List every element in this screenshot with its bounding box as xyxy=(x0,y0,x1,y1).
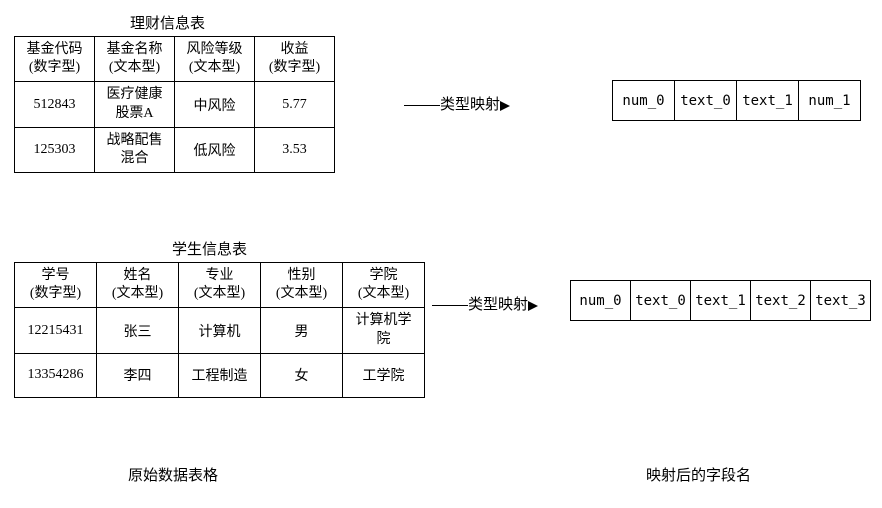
col-header: 性别(文本型) xyxy=(261,263,343,308)
arrow-text: 类型映射 xyxy=(468,297,528,313)
mapped-table-1: num_0 text_0 text_1 num_1 xyxy=(612,80,861,121)
mapped-cell: text_1 xyxy=(737,81,799,121)
table-row: 512843 医疗健康股票A 中风险 5.77 xyxy=(15,82,335,127)
table-row: num_0 text_0 text_1 num_1 xyxy=(613,81,861,121)
col-header: 专业(文本型) xyxy=(179,263,261,308)
cell: 李四 xyxy=(97,353,179,397)
cell: 125303 xyxy=(15,127,95,172)
mapped-cell: num_0 xyxy=(613,81,675,121)
col-header: 姓名(文本型) xyxy=(97,263,179,308)
cell: 3.53 xyxy=(255,127,335,172)
table2-title: 学生信息表 xyxy=(172,238,247,259)
cell: 13354286 xyxy=(15,353,97,397)
arrow-label-1: 类型映射 xyxy=(404,93,510,114)
table-row: 12215431 张三 计算机 男 计算机学院 xyxy=(15,308,425,353)
table-header-row: 学号(数字型) 姓名(文本型) 专业(文本型) 性别(文本型) 学院(文本型) xyxy=(15,263,425,308)
arrow-line-icon xyxy=(404,105,440,107)
mapped-cell: num_1 xyxy=(799,81,861,121)
mapped-cell: text_0 xyxy=(675,81,737,121)
arrow-head-icon xyxy=(528,301,538,311)
col-header: 基金名称(文本型) xyxy=(95,37,175,82)
cell: 计算机 xyxy=(179,308,261,353)
mapped-cell: text_2 xyxy=(751,281,811,321)
cell: 低风险 xyxy=(175,127,255,172)
student-table: 学号(数字型) 姓名(文本型) 专业(文本型) 性别(文本型) 学院(文本型) … xyxy=(14,262,425,398)
table-row: 13354286 李四 工程制造 女 工学院 xyxy=(15,353,425,397)
cell: 张三 xyxy=(97,308,179,353)
cell: 12215431 xyxy=(15,308,97,353)
cell: 5.77 xyxy=(255,82,335,127)
mapped-cell: text_0 xyxy=(631,281,691,321)
col-header: 收益(数字型) xyxy=(255,37,335,82)
col-header: 基金代码(数字型) xyxy=(15,37,95,82)
cell: 战略配售混合 xyxy=(95,127,175,172)
finance-table: 基金代码(数字型) 基金名称(文本型) 风险等级(文本型) 收益(数字型) 51… xyxy=(14,36,335,173)
cell: 女 xyxy=(261,353,343,397)
mapped-cell: text_3 xyxy=(811,281,871,321)
col-header: 学号(数字型) xyxy=(15,263,97,308)
cell: 医疗健康股票A xyxy=(95,82,175,127)
table1-title: 理财信息表 xyxy=(130,12,205,33)
col-header: 风险等级(文本型) xyxy=(175,37,255,82)
mapped-cell: text_1 xyxy=(691,281,751,321)
table-header-row: 基金代码(数字型) 基金名称(文本型) 风险等级(文本型) 收益(数字型) xyxy=(15,37,335,82)
cell: 512843 xyxy=(15,82,95,127)
arrow-text: 类型映射 xyxy=(440,97,500,113)
cell: 中风险 xyxy=(175,82,255,127)
table-row: num_0 text_0 text_1 text_2 text_3 xyxy=(571,281,871,321)
arrow-head-icon xyxy=(500,101,510,111)
mapped-cell: num_0 xyxy=(571,281,631,321)
cell: 男 xyxy=(261,308,343,353)
cell: 工程制造 xyxy=(179,353,261,397)
mapped-table-2: num_0 text_0 text_1 text_2 text_3 xyxy=(570,280,871,321)
arrow-label-2: 类型映射 xyxy=(432,293,538,314)
arrow-line-icon xyxy=(432,305,468,307)
table2-title-text: 学生信息表 xyxy=(172,242,247,258)
table-row: 125303 战略配售混合 低风险 3.53 xyxy=(15,127,335,172)
bottom-label-left: 原始数据表格 xyxy=(128,464,218,485)
table1-title-text: 理财信息表 xyxy=(130,16,205,32)
col-header: 学院(文本型) xyxy=(343,263,425,308)
bottom-label-right: 映射后的字段名 xyxy=(646,464,751,485)
cell: 工学院 xyxy=(343,353,425,397)
cell: 计算机学院 xyxy=(343,308,425,353)
